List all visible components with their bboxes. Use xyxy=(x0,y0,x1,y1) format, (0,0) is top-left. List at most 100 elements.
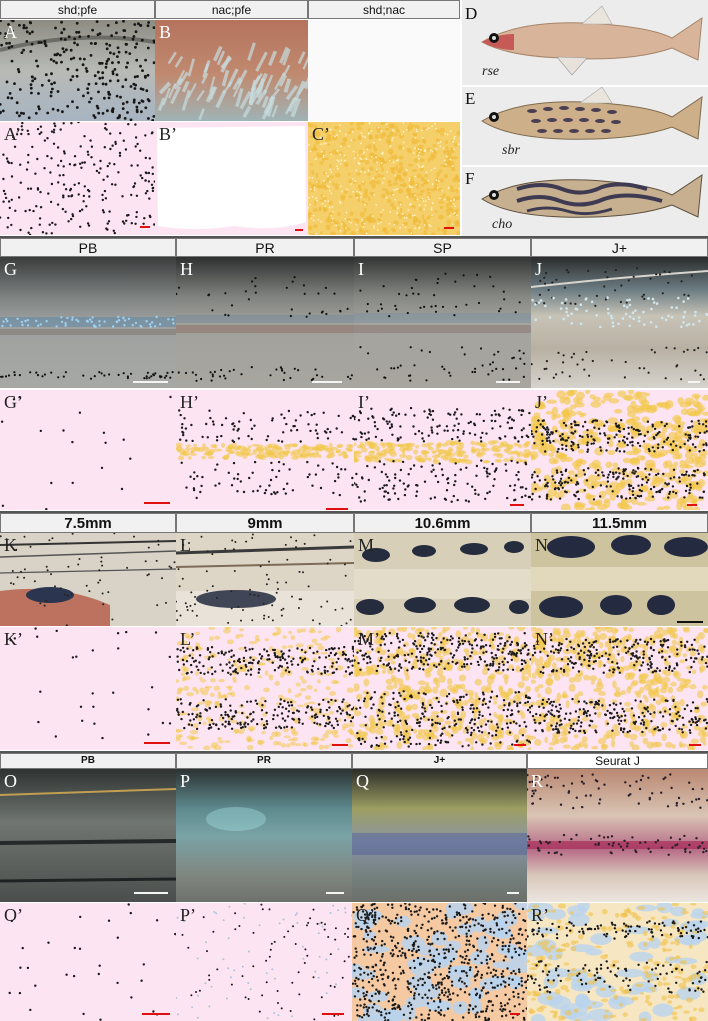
row-divider xyxy=(0,236,708,238)
panel-n-prime-simulation: N’ xyxy=(531,627,708,750)
panel-n-photo: N xyxy=(531,533,708,626)
panel-g-photo: G xyxy=(0,257,176,388)
panel-k-photo: K xyxy=(0,533,176,626)
panel-label-l: L xyxy=(180,535,191,555)
scale-bar xyxy=(496,381,520,383)
panel-label-q-prime: Q’ xyxy=(356,905,375,925)
header-seurat-j: Seurat J xyxy=(527,753,708,769)
header-pr-2: PR xyxy=(176,753,352,769)
panel-label-j: J xyxy=(535,259,543,279)
panel-p-photo: P xyxy=(176,769,352,902)
header-shd-nac: shd;nac xyxy=(308,0,460,19)
scale-bar xyxy=(677,621,703,623)
panel-q-photo: Q xyxy=(352,769,527,902)
panel-label-c-prime: C’ xyxy=(312,124,330,144)
panel-i-prime-simulation: I’ xyxy=(354,390,531,510)
panel-p-prime-simulation: P’ xyxy=(176,903,352,1021)
panel-label-b-prime: B’ xyxy=(159,124,177,144)
scale-bar xyxy=(295,229,303,231)
panel-k-prime-simulation: K’ xyxy=(0,627,176,750)
panel-label-d: D xyxy=(465,4,478,23)
panel-c-photo-empty xyxy=(308,20,460,121)
panel-b-prime-simulation: B’ xyxy=(155,122,308,235)
header-j-plus-2: J+ xyxy=(352,753,527,769)
header-j-plus: J+ xyxy=(531,238,708,257)
panel-m-prime-simulation: M’ xyxy=(354,627,531,750)
panel-o-prime-simulation: O’ xyxy=(0,903,176,1021)
panel-label-q: Q xyxy=(356,771,369,791)
panel-label-h-prime: H’ xyxy=(180,392,199,412)
scale-bar xyxy=(444,227,454,229)
panel-r-photo: R xyxy=(527,769,708,902)
panel-label-n: N xyxy=(535,535,548,555)
header-pr: PR xyxy=(176,238,354,257)
panel-label-k: K xyxy=(4,535,17,555)
panel-label-f: F xyxy=(465,169,475,188)
scale-bar xyxy=(689,744,701,746)
fish-caption-f: cho xyxy=(492,217,513,232)
panel-e-fish-sbr: E sbr xyxy=(462,87,708,165)
scale-bar xyxy=(144,742,170,744)
header-pb-2: PB xyxy=(0,753,176,769)
panel-label-l-prime: L’ xyxy=(180,629,196,649)
header-7-5mm: 7.5mm xyxy=(0,513,176,533)
scale-bar xyxy=(144,502,170,504)
panel-label-j-prime: J’ xyxy=(535,392,548,412)
header-sp: SP xyxy=(354,238,531,257)
scale-bar xyxy=(312,381,342,383)
scale-bar xyxy=(133,381,168,383)
panel-c-prime-simulation: C’ xyxy=(308,122,460,235)
header-10-6mm: 10.6mm xyxy=(354,513,531,533)
panel-label-e: E xyxy=(465,89,476,108)
scale-bar xyxy=(134,892,168,894)
scale-bar xyxy=(332,744,348,746)
row-divider xyxy=(0,751,708,753)
panel-label-p: P xyxy=(180,771,191,791)
panel-b-photo: B xyxy=(155,20,308,121)
panel-l-photo: L xyxy=(176,533,354,626)
header-11-5mm: 11.5mm xyxy=(531,513,708,533)
scale-bar xyxy=(687,504,697,506)
panel-l-prime-simulation: L’ xyxy=(176,627,354,750)
panel-i-photo: I xyxy=(354,257,531,388)
panel-label-k-prime: K’ xyxy=(4,629,23,649)
panel-g-prime-simulation: G’ xyxy=(0,390,176,510)
panel-label-m-prime: M’ xyxy=(358,629,380,649)
header-pb: PB xyxy=(0,238,176,257)
panel-label-n-prime: N’ xyxy=(535,629,554,649)
panel-a-prime-simulation: A’ xyxy=(0,122,155,235)
panel-label-p-prime: P’ xyxy=(180,905,197,925)
scale-bar xyxy=(514,744,526,746)
scale-bar xyxy=(510,504,524,506)
panel-j-photo: J xyxy=(531,257,708,388)
scale-bar xyxy=(140,226,150,228)
scale-bar xyxy=(322,1013,344,1015)
row-divider xyxy=(0,511,708,513)
fish-caption-d: rse xyxy=(482,64,500,79)
panel-label-a-prime: A’ xyxy=(4,124,21,144)
scale-bar xyxy=(688,381,700,383)
panel-label-o: O xyxy=(4,771,17,791)
panel-label-m: M xyxy=(358,535,375,555)
panel-label-a: A xyxy=(4,22,17,42)
header-9mm: 9mm xyxy=(176,513,354,533)
panel-label-g: G xyxy=(4,259,17,279)
panel-label-i: I xyxy=(358,259,364,279)
panel-label-g-prime: G’ xyxy=(4,392,23,412)
panel-o-photo: O xyxy=(0,769,176,902)
scale-bar xyxy=(507,892,519,894)
panel-label-o-prime: O’ xyxy=(4,905,23,925)
panel-d-fish-rse: D rse xyxy=(462,0,708,85)
panel-label-r-prime: R’ xyxy=(531,905,549,925)
panel-r-prime-simulation: R’ xyxy=(527,903,708,1021)
header-nac-pfe: nac;pfe xyxy=(155,0,308,19)
panel-label-h: H xyxy=(180,259,193,279)
panel-label-r: R xyxy=(531,771,544,791)
panel-a-photo: A xyxy=(0,20,155,121)
scale-bar xyxy=(326,508,348,510)
scale-bar xyxy=(142,1013,170,1015)
scale-bar xyxy=(326,892,344,894)
fish-caption-e: sbr xyxy=(502,143,520,158)
panel-h-prime-simulation: H’ xyxy=(176,390,354,510)
panel-f-fish-cho: F cho xyxy=(462,167,708,239)
